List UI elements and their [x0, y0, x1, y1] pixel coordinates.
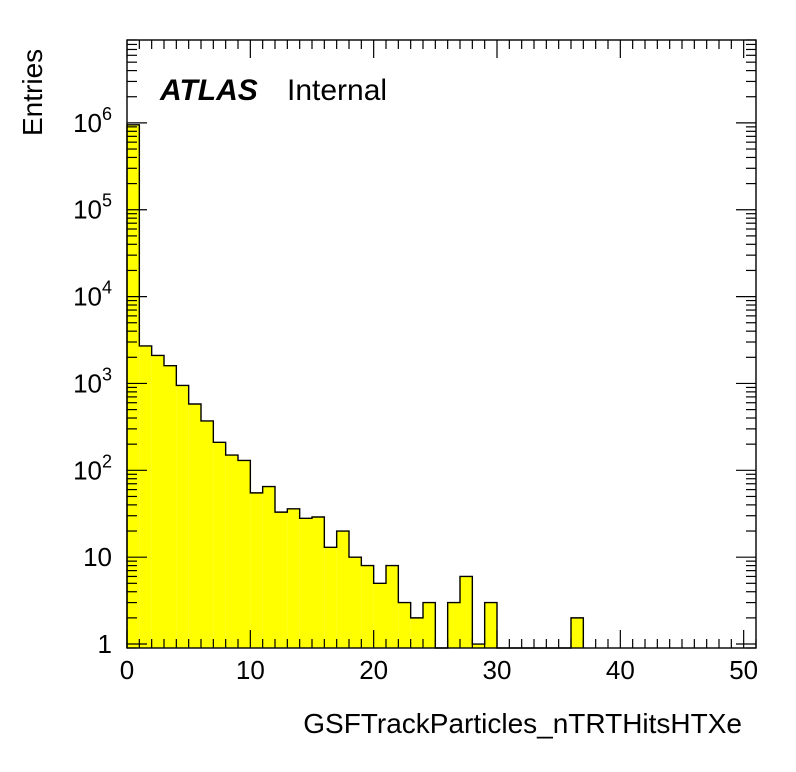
atlas-label: ATLAS [159, 74, 258, 107]
y-tick-label: 103 [73, 364, 112, 398]
x-tick-label: 0 [120, 655, 134, 685]
histogram-bin [225, 455, 238, 648]
x-tick-label: 30 [483, 655, 512, 685]
x-tick-label: 40 [606, 655, 635, 685]
histogram-bin [398, 602, 411, 648]
y-tick-label: 104 [73, 278, 112, 312]
y-axis-title: Entries [17, 49, 48, 136]
y-tick-labels: 1 10 102 103 104 105 106 [73, 104, 112, 659]
y-tick-label: 106 [73, 104, 112, 138]
plot-frame [126, 39, 757, 649]
histogram-bin [213, 442, 226, 648]
histogram-bin [472, 644, 485, 648]
histogram-bin [312, 517, 325, 648]
axis-ticks [126, 39, 757, 649]
histogram-outline [126, 124, 585, 649]
y-tick-label: 10 [83, 542, 112, 572]
histogram-bin [139, 345, 152, 648]
histogram-bin [484, 602, 497, 648]
histogram-bin [410, 617, 423, 648]
x-axis-title: GSFTrackParticles_nTRTHitsHTXe [303, 708, 742, 739]
histogram-bin [324, 547, 337, 648]
histogram-bin [571, 617, 584, 648]
histogram-bin [423, 602, 436, 648]
histogram-bin [336, 531, 349, 648]
x-tick-label: 50 [729, 655, 758, 685]
histogram-bin [349, 557, 362, 648]
y-tick-label: 1 [98, 629, 112, 659]
histogram-bin [299, 518, 312, 648]
x-tick-labels: 0 10 20 30 40 50 [120, 655, 758, 685]
histogram-bin [176, 385, 189, 648]
histogram-bin [386, 565, 399, 648]
histogram-bin [250, 492, 263, 648]
histogram-bin [262, 486, 275, 648]
histogram-bin [287, 508, 300, 648]
histogram-bin [127, 124, 140, 649]
histogram-bin [201, 420, 214, 648]
histogram-bin [361, 565, 374, 648]
x-tick-label: 20 [359, 655, 388, 685]
histogram-bin [164, 365, 177, 648]
y-tick-label: 102 [73, 451, 112, 485]
histogram-bin [460, 576, 473, 648]
histogram-bin [238, 460, 251, 648]
histogram-bin [151, 355, 164, 648]
histogram-bin [447, 602, 460, 648]
histogram-bin [275, 512, 288, 648]
y-tick-label: 105 [73, 191, 112, 225]
histogram-bars [127, 124, 584, 649]
histogram-bin [188, 404, 201, 648]
x-tick-label: 10 [236, 655, 265, 685]
internal-label: Internal [287, 74, 387, 107]
histogram-bin [373, 583, 386, 648]
